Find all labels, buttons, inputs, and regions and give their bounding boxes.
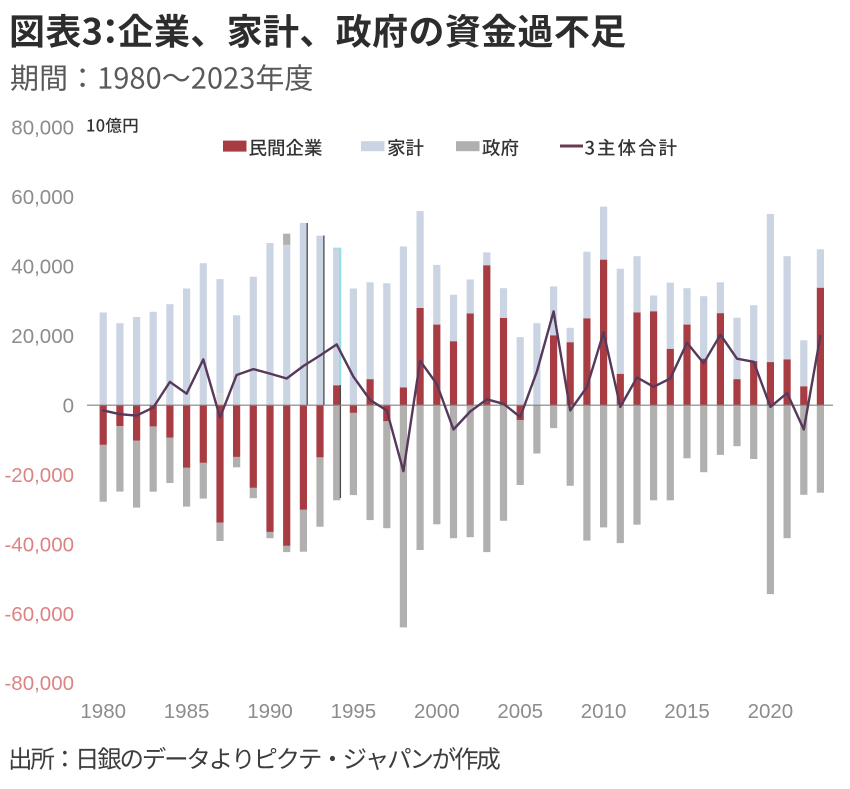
svg-text:60,000: 60,000 [11,186,74,209]
svg-text:1995: 1995 [331,700,377,723]
svg-text:2005: 2005 [497,700,543,723]
svg-text:2020: 2020 [748,700,794,723]
svg-text:20,000: 20,000 [11,325,74,348]
svg-text:1985: 1985 [164,700,210,723]
svg-text:2015: 2015 [664,700,710,723]
svg-text:-60,000: -60,000 [4,603,74,626]
svg-text:2000: 2000 [414,700,460,723]
svg-text:40,000: 40,000 [11,256,74,279]
svg-text:80,000: 80,000 [11,117,74,140]
svg-text:-40,000: -40,000 [4,533,74,556]
svg-text:1990: 1990 [247,700,293,723]
svg-text:1980: 1980 [80,700,126,723]
svg-text:-20,000: -20,000 [4,464,74,487]
svg-text:2010: 2010 [581,700,627,723]
svg-text:0: 0 [63,394,74,417]
svg-text:-80,000: -80,000 [4,672,74,695]
